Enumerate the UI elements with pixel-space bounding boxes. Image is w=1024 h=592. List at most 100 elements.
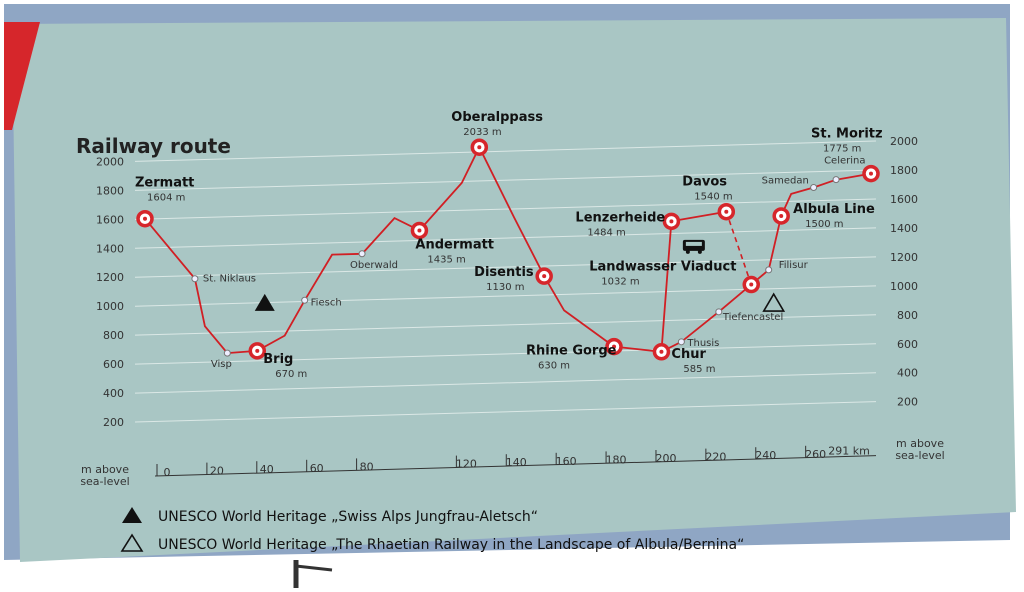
station-name-davos: Davos xyxy=(682,175,727,190)
station-name-celerina: Celerina xyxy=(824,156,865,167)
red-corner-stripe xyxy=(4,22,40,130)
y-tick-label-left: 1800 xyxy=(96,184,124,197)
x-tick-label: 60 xyxy=(310,462,324,475)
station-name-st-niklaus: St. Niklaus xyxy=(203,274,256,285)
outline-triangle-icon xyxy=(762,292,786,312)
x-axis: 0 20 40 60 80 120 140 160 180 200 220 240 260 291 km xyxy=(154,445,877,479)
station-altitude-rhine-gorge: 630 m xyxy=(538,361,570,372)
station-name-samedan: Samedan xyxy=(762,176,809,187)
legend-label: UNESCO World Heritage „The Rhaetian Rail… xyxy=(158,537,744,553)
grid-line xyxy=(134,343,877,365)
legend-outline-triangle-icon xyxy=(120,533,144,552)
station-name-landwasser-viaduct: Landwasser Viaduct xyxy=(589,260,736,275)
station-dot-celerina xyxy=(832,176,840,184)
station-marker-core xyxy=(749,282,754,287)
y-tick-label-left: 800 xyxy=(103,329,124,342)
station-name-st-moritz: St. Moritz xyxy=(811,127,883,142)
dashed-connection-line xyxy=(725,211,752,285)
y-tick-label-right: 800 xyxy=(897,309,918,322)
station-marker-core xyxy=(724,209,729,214)
main-route-line xyxy=(144,145,872,355)
grid-line xyxy=(134,227,877,249)
station-altitude-landwasser-viaduct: 1032 m xyxy=(601,277,639,288)
station-name-filisur: Filisur xyxy=(779,260,809,271)
grid-line xyxy=(134,198,877,220)
y-tick-label-right: 600 xyxy=(897,338,918,351)
station-altitude-disentis: 1130 m xyxy=(486,282,524,293)
grid-line xyxy=(134,401,877,423)
legend-filled-triangle-icon xyxy=(122,507,142,523)
station-marker-core xyxy=(255,348,260,353)
station-dot-fiesch xyxy=(301,296,309,304)
bus-window xyxy=(685,241,702,246)
station-dot-filisur xyxy=(765,266,773,274)
y-tick-label-left: 2000 xyxy=(96,155,124,168)
y-tick-label-left: 400 xyxy=(103,387,124,400)
station-altitude-chur: 585 m xyxy=(683,364,715,375)
y-tick-label-right: 1400 xyxy=(890,222,918,235)
bus-wheel xyxy=(685,249,690,254)
x-tick-label: 20 xyxy=(210,465,224,478)
station-marker-core xyxy=(542,274,547,279)
station-marker-core xyxy=(612,344,617,349)
y-tick-label-right: 1600 xyxy=(890,193,918,206)
x-tick-label: 260 xyxy=(805,448,826,461)
station-name-oberalppass: Oberalppass xyxy=(451,110,543,125)
station-altitude-brig: 670 m xyxy=(275,369,307,380)
grid-line xyxy=(134,256,877,278)
station-dot-visp xyxy=(223,349,231,357)
grid-lines xyxy=(134,140,877,423)
station-altitude-albula-line: 1500 m xyxy=(805,219,843,230)
board-panel xyxy=(12,18,1016,562)
station-marker-core xyxy=(143,216,147,221)
y-tick-label-left: 1400 xyxy=(96,242,124,255)
y-axis-left: 200 400 600 800 1000 1200 1400 1600 1800 2000 xyxy=(96,155,124,429)
map-markers xyxy=(254,239,786,312)
station-name-disentis: Disentis xyxy=(474,265,534,280)
grid-line xyxy=(134,372,877,394)
station-altitude-andermatt: 1435 m xyxy=(427,254,465,265)
station-marker-core xyxy=(417,228,422,233)
x-tick-label: 0 xyxy=(164,466,171,479)
grid-line xyxy=(134,169,877,191)
station-altitude-st-moritz: 1775 m xyxy=(823,144,861,155)
legend: UNESCO World Heritage „Swiss Alps Jungfr… xyxy=(120,507,744,553)
station-name-oberwald: Oberwald xyxy=(350,260,398,271)
station-name-rhine-gorge: Rhine Gorge xyxy=(526,344,617,359)
station-dot-oberwald xyxy=(358,250,366,258)
station-name-thusis: Thusis xyxy=(686,338,719,349)
x-tick-label: 80 xyxy=(360,460,374,473)
station-altitude-oberalppass: 2033 m xyxy=(463,127,501,138)
grid-line xyxy=(134,140,877,162)
x-tick-label: 120 xyxy=(456,458,477,471)
station-name-chur: Chur xyxy=(671,347,706,362)
chart-title: Railway route xyxy=(76,134,231,158)
station-name-fiesch: Fiesch xyxy=(311,297,342,308)
y-tick-label-right: 200 xyxy=(897,396,918,409)
x-end-label: 291 km xyxy=(828,445,870,458)
x-tick-label: 220 xyxy=(705,451,726,464)
y-tick-label-right: 400 xyxy=(897,367,918,380)
x-tick-label: 140 xyxy=(506,456,527,469)
y-tick-label-left: 600 xyxy=(103,358,124,371)
y-tick-label-right: 1800 xyxy=(890,164,918,177)
station-name-brig: Brig xyxy=(263,352,293,367)
station-marker-core xyxy=(869,171,873,176)
station-name-lenzerheide: Lenzerheide xyxy=(575,210,665,225)
stations: Zermatt 1604 m St. Niklaus Visp Brig 670 m Fie… xyxy=(135,110,883,380)
y-tick-label-left: 200 xyxy=(103,416,124,429)
grid-line xyxy=(134,314,877,336)
station-name-tiefencastel: Tiefencastel xyxy=(722,312,783,323)
station-name-albula-line: Albula Line xyxy=(793,202,875,217)
y-tick-label-right: 2000 xyxy=(890,135,918,148)
station-marker-core xyxy=(669,219,674,224)
y-tick-label-right: 1000 xyxy=(890,280,918,293)
bus-wheel xyxy=(697,249,702,254)
station-name-zermatt: Zermatt xyxy=(135,176,194,191)
station-name-andermatt: Andermatt xyxy=(415,237,494,252)
station-dot-thusis xyxy=(677,338,685,346)
station-altitude-zermatt: 1604 m xyxy=(147,193,185,204)
y-axis-right: 200 400 600 800 1000 1200 1400 1600 1800 2000 xyxy=(890,135,918,409)
station-marker-core xyxy=(779,213,784,218)
